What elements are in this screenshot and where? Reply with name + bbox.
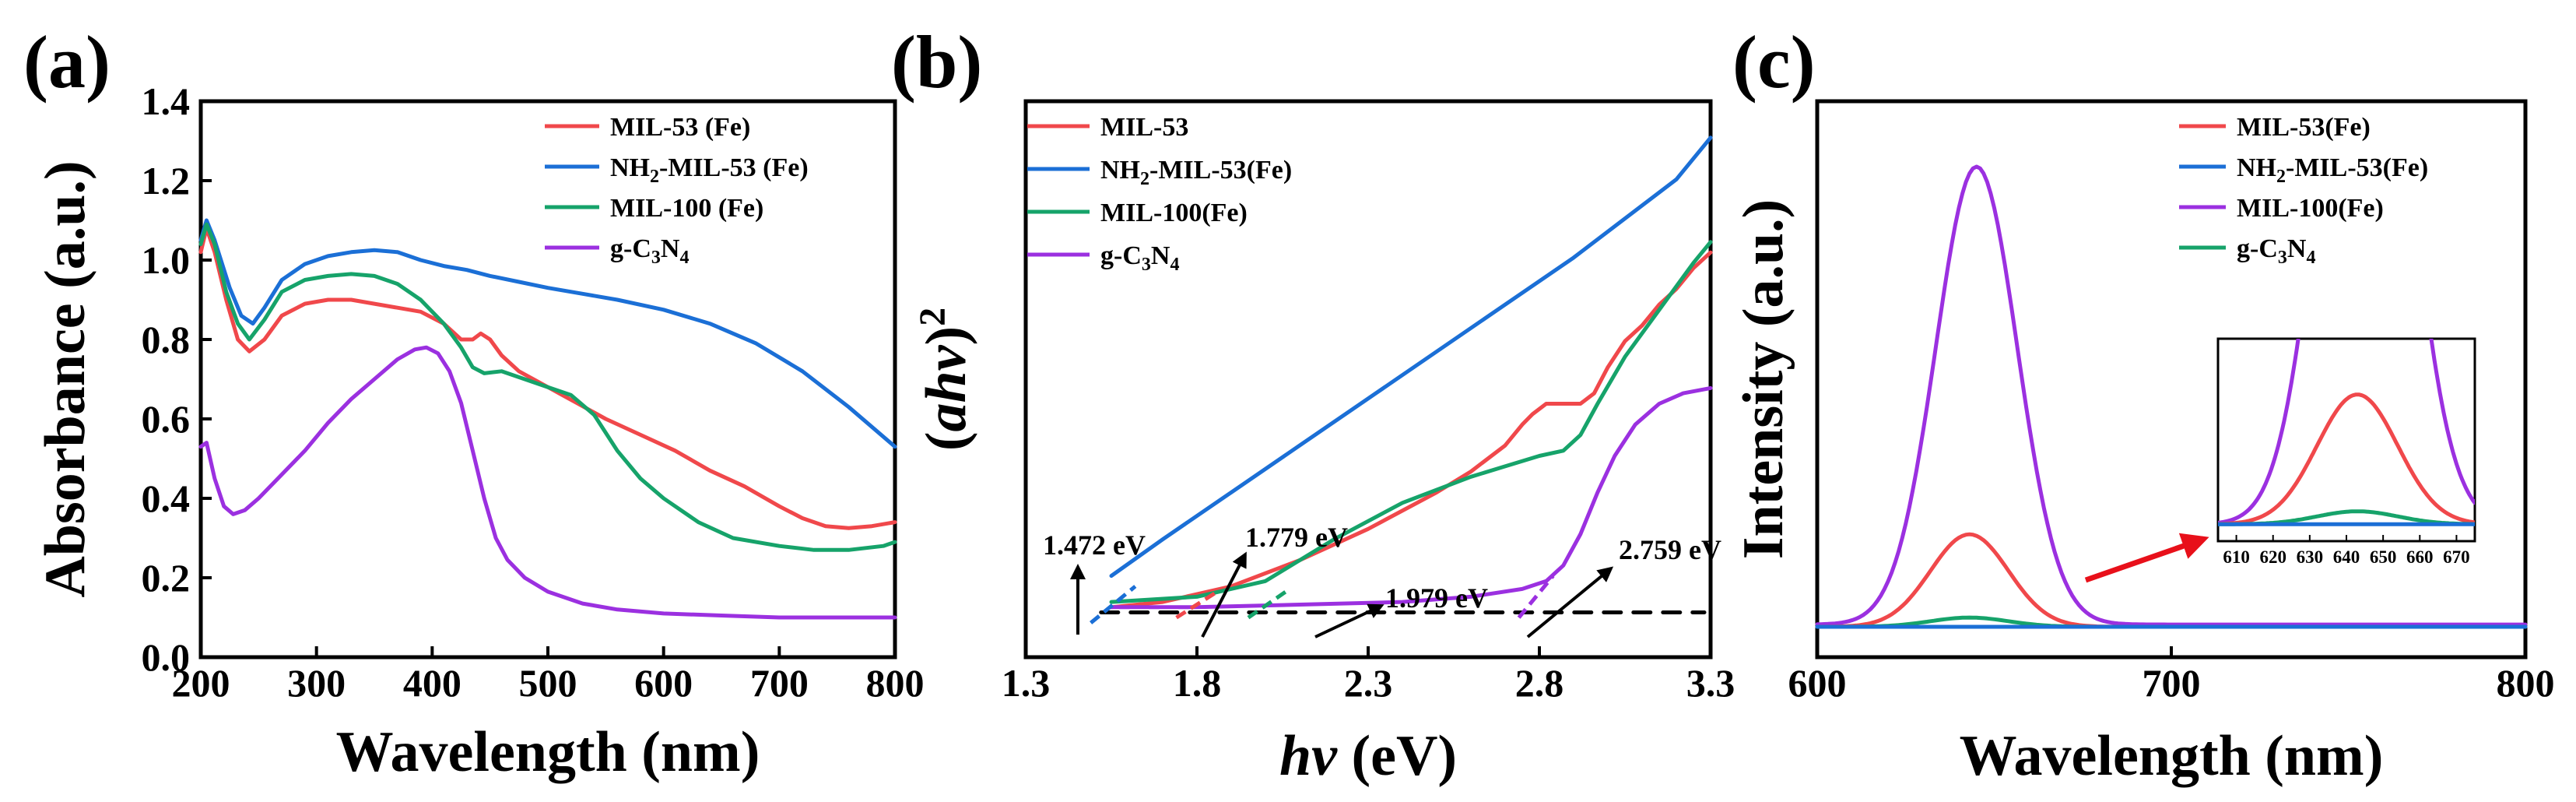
- panel-a-y-tick-1.2: 1.2: [142, 159, 191, 202]
- panel-a-x-ticks: 200 300 400 500 600 700 800: [172, 646, 925, 705]
- panel-b-x-tick-2.3: 2.3: [1344, 661, 1393, 705]
- panel-b-legend-label-mil-53: MIL-53: [1100, 113, 1188, 142]
- panel-b-annotation-2-759-ev: 2.759 eV: [1619, 534, 1721, 565]
- panel-b-tangent-1: [1175, 589, 1219, 620]
- panel-a-y-ticks: 0.0 0.2 0.4 0.6 0.8 1.0 1.2 1.4: [142, 79, 212, 679]
- panel-c-series: [1815, 164, 2528, 629]
- panel-b-tangent-lines: [1090, 575, 1555, 624]
- panel-a-legend: MIL-53 (Fe) NH2-MIL-53 (Fe) MIL-100 (Fe) g-…: [545, 113, 809, 268]
- panel-a-x-tick-500: 500: [519, 661, 577, 705]
- panel-a-legend-label-nh2-mil-53-fe: NH2-MIL-53 (Fe): [610, 153, 809, 187]
- panel-a-x-tick-400: 400: [403, 661, 462, 705]
- panel-b-x-ticks: 1.3 1.8 2.3 2.8 3.3: [1002, 646, 1735, 705]
- inset-x-tick-650: 650: [2370, 547, 2397, 567]
- panel-c-inset-arrow: [2084, 533, 2209, 583]
- panel-b-x-tick-2.8: 2.8: [1515, 661, 1564, 705]
- panel-b-x-axis-label: hv (eV): [1279, 724, 1457, 788]
- panel-c-legend: MIL-53(Fe) NH2-MIL-53(Fe) MIL-100(Fe) g-C3N…: [2179, 113, 2428, 268]
- panel-a-axes-frame: [198, 99, 897, 660]
- panel-c-x-tick-600: 600: [1788, 661, 1847, 705]
- panel-b-x-tick-3.3: 3.3: [1686, 661, 1735, 705]
- inset-x-tick-660: 660: [2406, 547, 2434, 567]
- panel-c-x-tick-700: 700: [2143, 661, 2201, 705]
- panel-c-series-mil-100-fe: [1815, 164, 2528, 627]
- panel-b-legend: MIL-53 NH2-MIL-53(Fe) MIL-100(Fe) g-C3N4: [1027, 113, 1292, 275]
- panel-c: (c) 600 700 800 MIL-53(Fe)NH2-MIL-53(Fe)MI…: [1732, 20, 2555, 788]
- panel-a-x-tick-200: 200: [172, 661, 230, 705]
- panel-a-legend-label-mil-53-fe: MIL-53 (Fe): [610, 113, 750, 142]
- panel-a-legend-label-mil-100-fe: MIL-100 (Fe): [610, 194, 763, 223]
- inset-x-tick-640: 640: [2333, 547, 2360, 567]
- panel-b-label: (b): [891, 20, 982, 104]
- inset-x-tick-620: 620: [2259, 547, 2286, 567]
- panel-b-annotation-1-472-ev: 1.472 eV: [1043, 529, 1146, 561]
- inset-x-tick-610: 610: [2223, 547, 2250, 567]
- panel-a-series-nh2-mil-53-fe: [198, 218, 897, 449]
- inset-x-tick-670: 670: [2443, 547, 2470, 567]
- panel-a-y-tick-1.4: 1.4: [142, 79, 191, 123]
- panel-a-series-mil-53-fe: [198, 226, 897, 530]
- panel-a-y-tick-0.6: 0.6: [142, 397, 191, 441]
- panel-a-x-tick-300: 300: [287, 661, 346, 705]
- panel-c-x-tick-800: 800: [2497, 661, 2555, 705]
- panel-c-legend-label-g-c3n4: g-C3N4: [2237, 234, 2315, 268]
- inset-series-mil-53-fe: [2218, 392, 2475, 526]
- inset-series: [2218, 339, 2475, 526]
- panel-a-series: [198, 218, 897, 620]
- panel-b-annotation-arrow-1: [1201, 551, 1247, 638]
- panel-c-legend-label-mil-100-fe: MIL-100(Fe): [2237, 194, 2384, 223]
- panel-c-label: (c): [1732, 20, 1816, 104]
- panel-a-y-tick-0.8: 0.8: [142, 318, 191, 361]
- inset-series-mil-100-fe: [2218, 339, 2475, 525]
- panel-b-series-nh2-mil-53-fe: [1109, 135, 1713, 579]
- panel-a-x-axis-label: Wavelength (nm): [336, 720, 760, 784]
- panel-a-y-axis-label: Absorbance (a.u.): [33, 160, 97, 597]
- inset-x-tick-630: 630: [2297, 547, 2324, 567]
- panel-b-annotation-1-979-ev: 1.979 eV: [1385, 582, 1488, 614]
- panel-b: (b) 1.3 1.8 2.3 2.8 3.3 1.472 eV 1.779 eV 1.97…: [891, 20, 1735, 788]
- panel-a-y-tick-0.0: 0.0: [142, 635, 191, 679]
- panel-b-annotation-1-779-ev: 1.779 eV: [1245, 522, 1348, 553]
- panel-a-y-tick-0.2: 0.2: [142, 556, 191, 600]
- panel-c-x-ticks: 600 700 800: [1788, 646, 2555, 705]
- panel-a-y-tick-0.4: 0.4: [142, 477, 191, 520]
- panel-b-tangent-2: [1247, 589, 1287, 620]
- panel-b-x-tick-1.3: 1.3: [1002, 661, 1051, 705]
- inset-x-ticks: 610 620 630 640 650 660 670: [2223, 535, 2470, 567]
- panel-c-inset: 610 620 630 640 650 660 670: [2216, 337, 2476, 567]
- panel-b-annotation-arrow-3: [1526, 566, 1614, 638]
- panel-a-label: (a): [23, 20, 111, 104]
- panel-c-legend-label-mil-53-fe: MIL-53(Fe): [2237, 113, 2371, 142]
- panel-a-x-tick-600: 600: [634, 661, 693, 705]
- panel-a-y-tick-1.0: 1.0: [142, 238, 191, 282]
- panel-b-tangent-3: [1517, 575, 1555, 619]
- panel-b-legend-label-mil-100-fe: MIL-100(Fe): [1100, 199, 1248, 227]
- panel-b-annotations: 1.472 eV 1.779 eV 1.979 eV 2.759 eV: [1043, 522, 1721, 638]
- inset-frame: [2216, 337, 2476, 543]
- panel-b-tangent-0: [1090, 585, 1137, 624]
- panel-b-series-g-c3n4: [1109, 385, 1713, 610]
- panel-a-legend-label-g-c3n4: g-C3N4: [610, 234, 689, 268]
- panel-b-y-axis-label: (ahv)2: [912, 308, 978, 451]
- panel-c-y-axis-label: Intensity (a.u.): [1732, 199, 1795, 560]
- panel-a-series-mil-100-fe: [198, 222, 897, 552]
- panel-a-x-tick-700: 700: [750, 661, 809, 705]
- panel-c-x-axis-label: Wavelength (nm): [1960, 724, 2384, 788]
- panel-a: (a) 200 300 400 500 600 700 800 0.00.20.40.60.…: [23, 20, 925, 784]
- panel-b-x-tick-1.8: 1.8: [1173, 661, 1222, 705]
- panel-b-axes-frame: [1023, 99, 1713, 660]
- panel-b-series-mil-53: [1109, 250, 1713, 610]
- panel-a-x-tick-800: 800: [866, 661, 925, 705]
- panel-b-series: [1109, 135, 1713, 610]
- panel-a-series-g-c3n4: [198, 345, 897, 620]
- panel-c-legend-label-nh2-mil-53-fe: NH2-MIL-53(Fe): [2237, 153, 2428, 187]
- panel-b-legend-label-g-c3n4: g-C3N4: [1100, 241, 1179, 275]
- panel-b-legend-label-nh2-mil-53-fe: NH2-MIL-53(Fe): [1100, 156, 1292, 189]
- panel-b-annotation-arrow-2: [1314, 603, 1385, 638]
- panel-b-series-mil-100-fe: [1109, 240, 1713, 604]
